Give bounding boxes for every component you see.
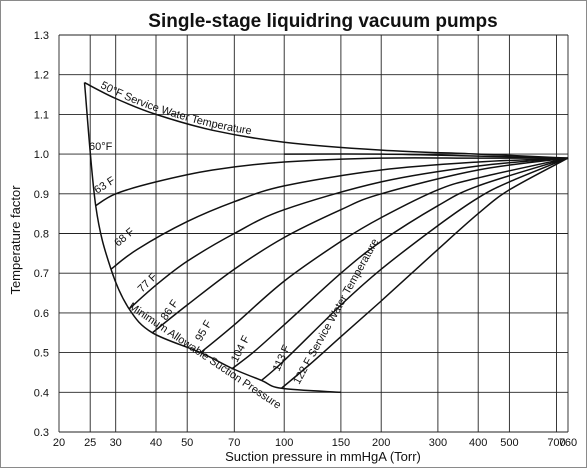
x-tick-label: 760 bbox=[559, 437, 577, 449]
curve-label: 113 F bbox=[271, 343, 293, 373]
y-tick-label: 1.2 bbox=[34, 70, 49, 82]
curve-label: 63 F bbox=[92, 175, 117, 197]
series-line-113-f bbox=[261, 157, 569, 381]
curve-label: 95 F bbox=[193, 318, 215, 343]
x-tick-label: 20 bbox=[53, 437, 65, 449]
y-tick-label: 0.3 bbox=[34, 427, 49, 439]
y-tick-label: 1.1 bbox=[34, 109, 49, 121]
curve-label: 60°F bbox=[89, 141, 113, 153]
series-line-50-f-service-water-temperature bbox=[84, 81, 569, 159]
series-line-95-f bbox=[200, 157, 569, 354]
x-tick-label: 500 bbox=[500, 437, 518, 449]
series-line-122-f-service-water-temperature bbox=[280, 157, 569, 389]
series-line-104-f bbox=[231, 157, 569, 370]
y-tick-label: 0.4 bbox=[34, 387, 49, 399]
y-tick-label: 0.6 bbox=[34, 308, 49, 320]
y-tick-label: 0.5 bbox=[34, 348, 49, 360]
series-line-63-f bbox=[95, 157, 568, 207]
curve-label: 122 F Service Water Temperature bbox=[291, 237, 381, 387]
y-tick-label: 0.8 bbox=[34, 229, 49, 241]
x-tick-label: 400 bbox=[469, 437, 487, 449]
y-axis-label: Temperature factor bbox=[8, 185, 23, 295]
curve-label: 104 F bbox=[229, 334, 253, 365]
chart-title: Single-stage liquidring vacuum pumps bbox=[148, 11, 497, 32]
x-tick-label: 50 bbox=[181, 437, 193, 449]
x-tick-label: 150 bbox=[332, 437, 350, 449]
x-tick-label: 40 bbox=[150, 437, 162, 449]
series-line-68-f bbox=[110, 157, 569, 270]
series-line-60-f bbox=[284, 153, 569, 159]
series-line-77-f bbox=[128, 157, 569, 310]
y-tick-label: 0.7 bbox=[34, 268, 49, 280]
x-axis-label: Suction pressure in mmHgA (Torr) bbox=[225, 449, 421, 464]
y-tick-label: 1.0 bbox=[34, 149, 49, 161]
x-tick-label: 700 bbox=[547, 437, 565, 449]
curve-label: Minimum Allowable Suction Pressure bbox=[126, 301, 283, 412]
x-tick-label: 300 bbox=[429, 437, 447, 449]
series-line-minimum-allowable-suction-pressure bbox=[83, 82, 341, 394]
series-line-86-f bbox=[151, 157, 569, 334]
x-tick-label: 70 bbox=[228, 437, 240, 449]
x-tick-label: 100 bbox=[275, 437, 293, 449]
curve-label: 50°F Service Water Temperature bbox=[99, 79, 253, 137]
x-tick-label: 200 bbox=[372, 437, 390, 449]
x-tick-label: 25 bbox=[84, 437, 96, 449]
curve-layer bbox=[83, 81, 569, 394]
x-tick-label: 30 bbox=[110, 437, 122, 449]
y-tick-label: 1.3 bbox=[34, 30, 49, 42]
y-tick-label: 0.9 bbox=[34, 189, 49, 201]
